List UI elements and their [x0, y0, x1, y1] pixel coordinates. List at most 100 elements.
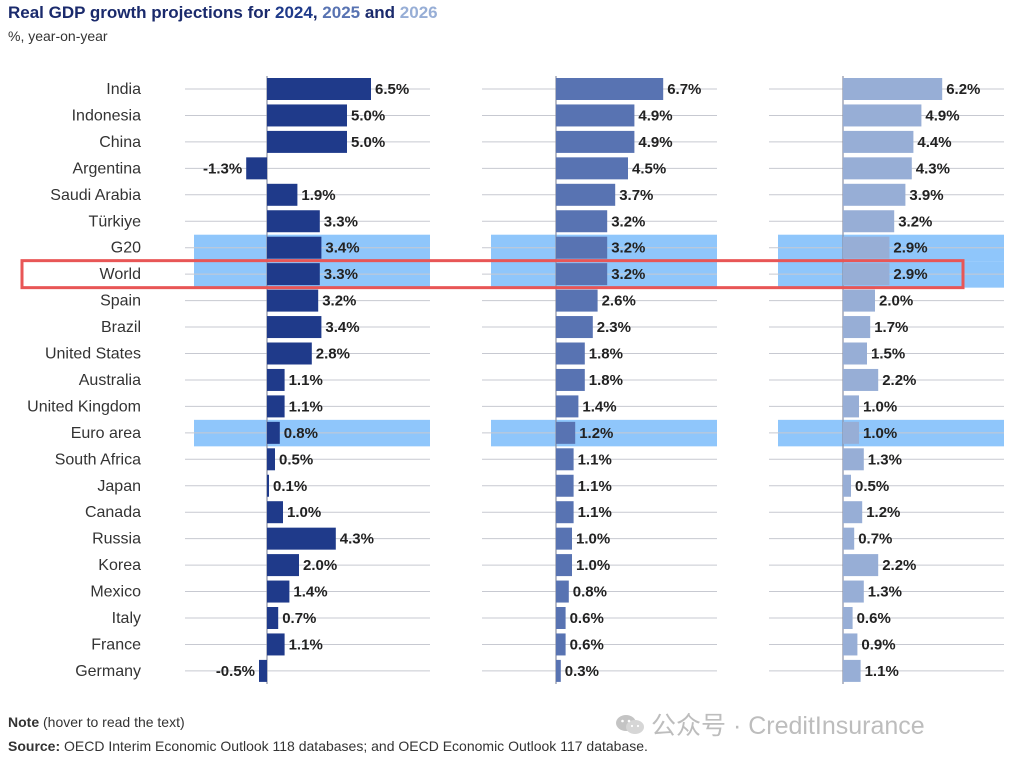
bar-2025-brazil[interactable]: [556, 316, 593, 339]
bar-2026-g20[interactable]: [843, 236, 890, 259]
bar-2026-mexico[interactable]: [843, 580, 864, 603]
bar-2024-spain[interactable]: [267, 289, 319, 312]
data-label: 1.3%: [868, 451, 902, 468]
data-label: 1.0%: [576, 557, 610, 574]
data-label: 1.1%: [578, 451, 612, 468]
data-label: 5.0%: [351, 107, 385, 124]
bar-2024-japan[interactable]: [267, 474, 269, 497]
bar-2025-argentina[interactable]: [556, 157, 628, 180]
bar-2026-korea[interactable]: [843, 554, 879, 577]
bar-2025-t-rkiye[interactable]: [556, 210, 608, 233]
bar-2025-china[interactable]: [556, 130, 635, 153]
bar-2024-korea[interactable]: [267, 554, 299, 577]
bar-2026-japan[interactable]: [843, 474, 851, 497]
bar-2026-china[interactable]: [843, 130, 914, 153]
bar-2025-euro-area[interactable]: [556, 421, 576, 444]
data-label: 1.7%: [874, 319, 908, 336]
bar-2024-mexico[interactable]: [267, 580, 290, 603]
bar-2026-t-rkiye[interactable]: [843, 210, 895, 233]
bar-2025-spain[interactable]: [556, 289, 598, 312]
bar-2024-t-rkiye[interactable]: [267, 210, 320, 233]
bar-2024-italy[interactable]: [267, 607, 279, 629]
title-year-2025: 2025: [322, 3, 361, 22]
data-label: 4.9%: [925, 107, 959, 124]
data-label: 2.0%: [879, 293, 913, 310]
note-line[interactable]: Note (hover to read the text): [8, 714, 185, 730]
data-label: 1.1%: [289, 636, 323, 653]
source-line: Source: OECD Interim Economic Outlook 11…: [8, 738, 648, 754]
category-label: Indonesia: [72, 107, 141, 124]
bar-2025-mexico[interactable]: [556, 580, 569, 603]
bar-2026-united-kingdom[interactable]: [843, 395, 859, 418]
bar-2026-australia[interactable]: [843, 368, 879, 391]
data-label: 1.1%: [289, 372, 323, 389]
data-label: 3.9%: [909, 187, 943, 204]
bar-2024-g20[interactable]: [267, 236, 322, 259]
bar-2024-brazil[interactable]: [267, 316, 322, 339]
bar-2025-south-africa[interactable]: [556, 448, 574, 471]
category-label: Spain: [100, 293, 141, 310]
category-label: Saudi Arabia: [50, 187, 141, 204]
data-label: 3.2%: [898, 213, 932, 230]
bar-2024-world[interactable]: [267, 263, 320, 286]
bar-2026-germany[interactable]: [843, 659, 861, 682]
bar-2025-world[interactable]: [556, 263, 608, 286]
bar-2025-korea[interactable]: [556, 554, 572, 577]
bar-2024-china[interactable]: [267, 130, 347, 153]
bar-2026-italy[interactable]: [843, 607, 853, 629]
bar-2025-g20[interactable]: [556, 236, 608, 259]
bar-2024-canada[interactable]: [267, 501, 283, 524]
bar-2024-australia[interactable]: [267, 368, 285, 391]
data-label: 1.8%: [589, 372, 623, 389]
bar-2025-australia[interactable]: [556, 368, 585, 391]
bar-2025-saudi-arabia[interactable]: [556, 183, 616, 206]
bar-2024-russia[interactable]: [267, 527, 336, 550]
bar-2026-russia[interactable]: [843, 527, 855, 550]
bar-2024-indonesia[interactable]: [267, 104, 347, 127]
bar-2026-spain[interactable]: [843, 289, 875, 312]
bar-2025-france[interactable]: [556, 633, 566, 656]
bar-2026-south-africa[interactable]: [843, 448, 864, 471]
bar-2026-indonesia[interactable]: [843, 104, 922, 127]
source-label: Source:: [8, 738, 61, 754]
bar-2026-brazil[interactable]: [843, 316, 871, 339]
bar-2025-germany[interactable]: [556, 659, 561, 682]
bar-2024-united-kingdom[interactable]: [267, 395, 285, 418]
bar-2025-italy[interactable]: [556, 607, 566, 629]
data-label: 1.3%: [868, 584, 902, 601]
bar-2025-russia[interactable]: [556, 527, 572, 550]
data-label: 1.1%: [865, 663, 899, 680]
bar-2026-euro-area[interactable]: [843, 421, 859, 444]
bar-2025-united-states[interactable]: [556, 342, 585, 365]
bar-2024-india[interactable]: [267, 78, 371, 100]
bar-2026-canada[interactable]: [843, 501, 863, 524]
data-label: 6.7%: [667, 81, 701, 98]
bar-2026-india[interactable]: [843, 78, 943, 100]
category-label: Japan: [97, 478, 141, 495]
bar-2024-euro-area[interactable]: [267, 421, 280, 444]
bar-2025-united-kingdom[interactable]: [556, 395, 579, 418]
data-label: 3.4%: [325, 240, 359, 257]
data-label: 3.3%: [324, 266, 358, 283]
bar-2025-japan[interactable]: [556, 474, 574, 497]
data-label: 0.9%: [861, 636, 895, 653]
data-label: 1.8%: [589, 346, 623, 363]
bar-2024-france[interactable]: [267, 633, 285, 656]
bar-2025-canada[interactable]: [556, 501, 574, 524]
bar-2025-india[interactable]: [556, 78, 664, 100]
data-label: 3.2%: [611, 266, 645, 283]
bar-2026-united-states[interactable]: [843, 342, 867, 365]
bar-2024-united-states[interactable]: [267, 342, 312, 365]
bar-2025-indonesia[interactable]: [556, 104, 635, 127]
bar-2024-argentina[interactable]: [246, 157, 267, 180]
bar-2024-south-africa[interactable]: [267, 448, 275, 471]
chart-subtitle: %, year-on-year: [8, 28, 108, 44]
bar-2026-france[interactable]: [843, 633, 858, 656]
bar-2024-saudi-arabia[interactable]: [267, 183, 298, 206]
bar-2026-saudi-arabia[interactable]: [843, 183, 906, 206]
bar-2026-argentina[interactable]: [843, 157, 912, 180]
bar-2024-germany[interactable]: [259, 659, 267, 682]
bar-2026-world[interactable]: [843, 263, 890, 286]
data-label: 2.3%: [597, 319, 631, 336]
chart-title: Real GDP growth projections for 2024, 20…: [8, 3, 438, 22]
